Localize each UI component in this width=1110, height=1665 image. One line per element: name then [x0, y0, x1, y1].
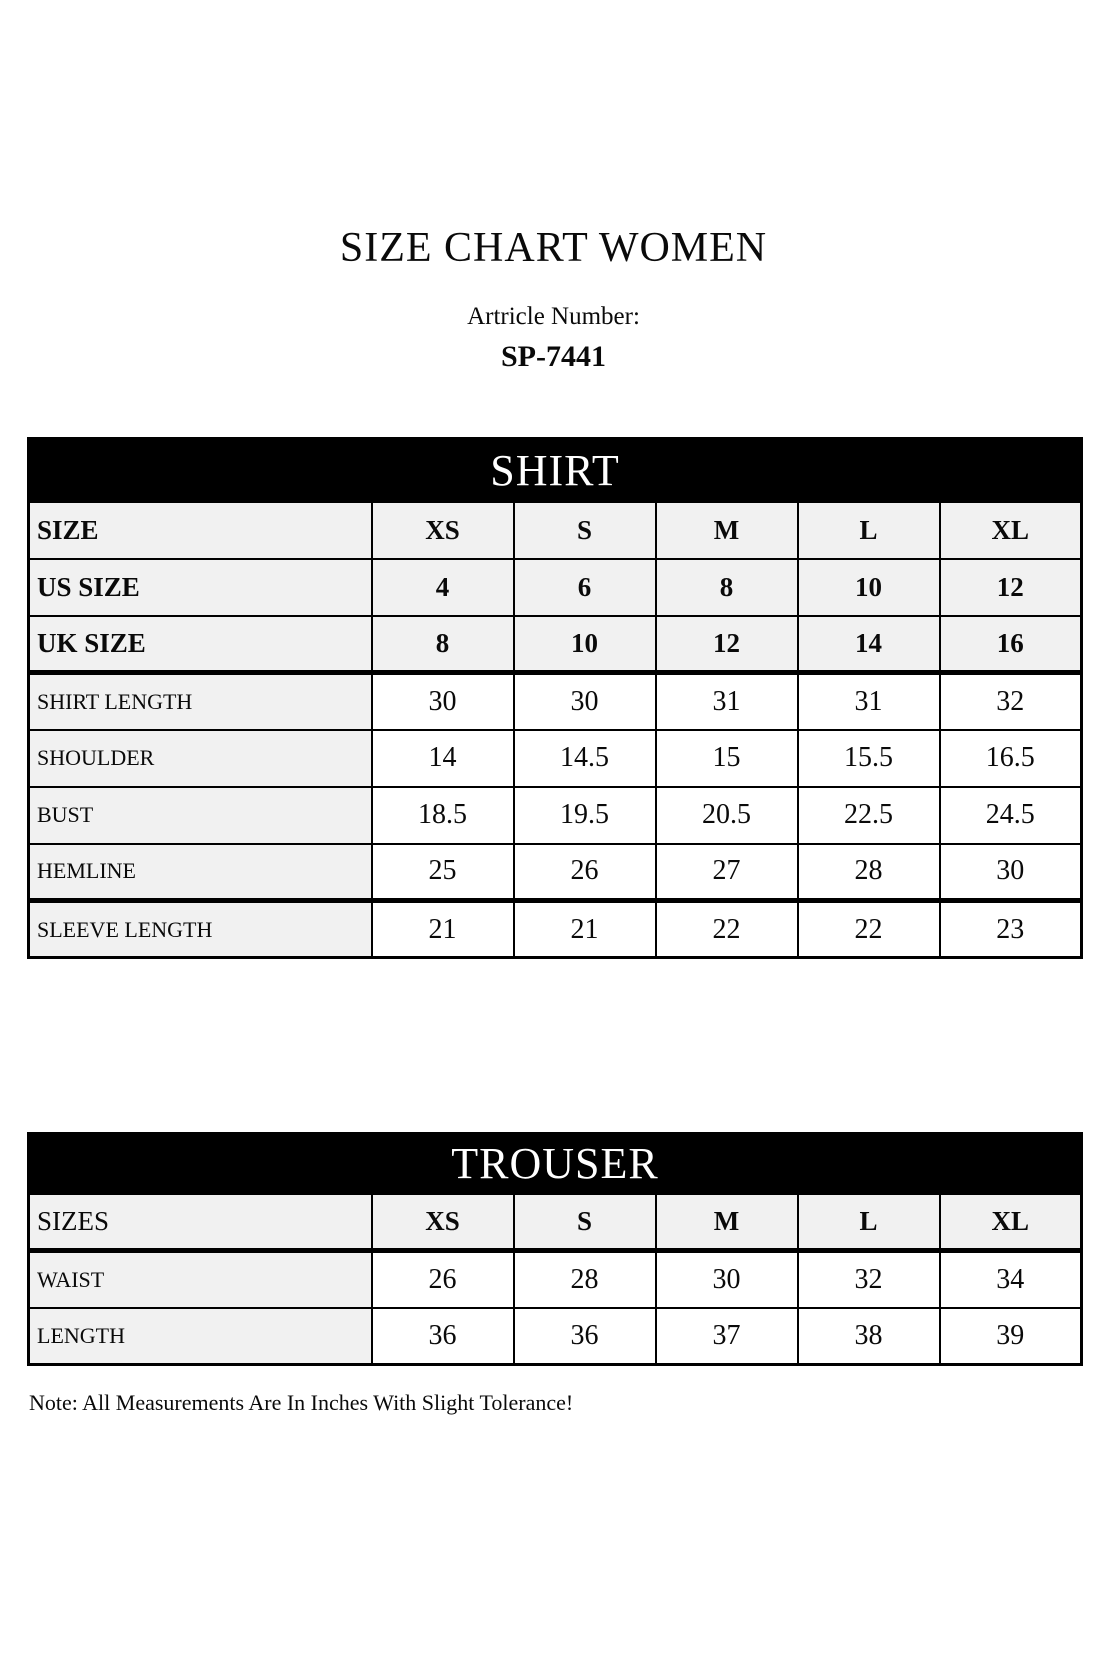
cell-value: XL: [938, 1192, 1083, 1253]
cell-value: 39: [938, 1306, 1083, 1366]
cell-value: 27: [654, 842, 799, 903]
cell-value: 23: [938, 899, 1083, 959]
cell-value: 14: [796, 614, 941, 675]
cell-value: 36: [512, 1306, 657, 1366]
cell-value: 34: [938, 1249, 1083, 1309]
row-label: SHOULDER: [27, 728, 373, 788]
article-number-value: SP-7441: [501, 340, 606, 373]
cell-value: S: [512, 500, 657, 560]
cell-value: 12: [654, 614, 799, 675]
cell-value: 22.5: [796, 785, 941, 845]
cell-value: M: [654, 500, 799, 560]
row-label: SHIRT LENGTH: [27, 671, 373, 731]
row-label: BUST: [27, 785, 373, 845]
cell-value: 30: [654, 1249, 799, 1309]
cell-value: 21: [512, 899, 657, 959]
shirt-table-title-row: SHIRT: [28, 438, 1082, 502]
cell-value: 30: [370, 671, 515, 731]
cell-value: 15.5: [796, 728, 941, 788]
row-label: SLEEVE LENGTH: [27, 899, 373, 959]
cell-value: 25: [370, 842, 515, 903]
cell-value: 14: [370, 728, 515, 788]
cell-value: 22: [796, 899, 941, 959]
cell-value: 26: [512, 842, 657, 903]
table-row: SHIRT LENGTH 30 30 31 31 32: [27, 671, 1083, 731]
table-row: SIZE XS S M L XL: [27, 500, 1083, 560]
cell-value: 32: [796, 1249, 941, 1309]
cell-value: 16: [938, 614, 1083, 675]
table-row: BUST 18.5 19.5 20.5 22.5 24.5: [27, 785, 1083, 845]
table-row: WAIST 26 28 30 32 34: [27, 1249, 1083, 1309]
page-title: SIZE CHART WOMEN: [339, 225, 768, 271]
cell-value: L: [796, 500, 941, 560]
cell-value: 4: [370, 557, 515, 617]
cell-value: XS: [370, 500, 515, 560]
cell-value: 14.5: [512, 728, 657, 788]
cell-value: 26: [370, 1249, 515, 1309]
cell-value: 31: [796, 671, 941, 731]
cell-value: 8: [370, 614, 515, 675]
shirt-table-section: SHIRT SIZE XS S M L XL US SIZE 4 6 8 10 12 UK SIZE 8 1…: [27, 437, 1084, 959]
cell-value: 28: [796, 842, 941, 903]
trouser-size-table: TROUSER SIZES XS S M L XL WAIST 26 28 30 32 34 LENGT…: [27, 1132, 1084, 1366]
cell-value: 16.5: [938, 728, 1083, 788]
cell-value: 20.5: [654, 785, 799, 845]
row-label: UK SIZE: [27, 614, 373, 675]
row-label: US SIZE: [27, 557, 373, 617]
cell-value: 28: [512, 1249, 657, 1309]
shirt-table-body: SIZE XS S M L XL US SIZE 4 6 8 10 12 UK SIZE 8 10 12 14 1…: [27, 500, 1083, 959]
table-row: SLEEVE LENGTH 21 21 22 22 23: [27, 899, 1083, 959]
cell-value: M: [654, 1192, 799, 1253]
cell-value: S: [512, 1192, 657, 1253]
cell-value: 6: [512, 557, 657, 617]
table-row: UK SIZE 8 10 12 14 16: [27, 614, 1083, 675]
trouser-table-title-row: TROUSER: [28, 1133, 1082, 1194]
shirt-table-title: SHIRT: [28, 438, 1082, 502]
cell-value: XL: [938, 500, 1083, 560]
table-row: LENGTH 36 36 37 38 39: [27, 1306, 1083, 1366]
table-row: HEMLINE 25 26 27 28 30: [27, 842, 1083, 903]
trouser-table-body: SIZES XS S M L XL WAIST 26 28 30 32 34 LENGTH 36 36 37 3…: [27, 1192, 1083, 1366]
cell-value: 12: [938, 557, 1083, 617]
cell-value: 10: [512, 614, 657, 675]
cell-value: 30: [938, 842, 1083, 903]
article-number-label: Artricle Number:: [467, 303, 640, 330]
row-label: SIZE: [27, 500, 373, 560]
cell-value: XS: [370, 1192, 515, 1253]
cell-value: 32: [938, 671, 1083, 731]
cell-value: 31: [654, 671, 799, 731]
table-row: US SIZE 4 6 8 10 12: [27, 557, 1083, 617]
trouser-table-title: TROUSER: [28, 1133, 1082, 1194]
shirt-size-table: SHIRT SIZE XS S M L XL US SIZE 4 6 8 10 12 UK SIZE 8 1…: [27, 437, 1084, 959]
cell-value: 36: [370, 1306, 515, 1366]
cell-value: 38: [796, 1306, 941, 1366]
table-row: SHOULDER 14 14.5 15 15.5 16.5: [27, 728, 1083, 788]
row-label: LENGTH: [27, 1306, 373, 1366]
cell-value: 24.5: [938, 785, 1083, 845]
cell-value: 37: [654, 1306, 799, 1366]
table-row: SIZES XS S M L XL: [27, 1192, 1083, 1253]
cell-value: 21: [370, 899, 515, 959]
measurements-note: Note: All Measurements Are In Inches Wit…: [29, 1390, 574, 1415]
row-label: SIZES: [27, 1192, 373, 1253]
cell-value: 18.5: [370, 785, 515, 845]
cell-value: L: [796, 1192, 941, 1253]
row-label: HEMLINE: [27, 842, 373, 903]
cell-value: 10: [796, 557, 941, 617]
cell-value: 19.5: [512, 785, 657, 845]
cell-value: 30: [512, 671, 657, 731]
cell-value: 22: [654, 899, 799, 959]
trouser-table-section: TROUSER SIZES XS S M L XL WAIST 26 28 30 32 34 LENGT…: [27, 1132, 1084, 1366]
cell-value: 15: [654, 728, 799, 788]
cell-value: 8: [654, 557, 799, 617]
row-label: WAIST: [27, 1249, 373, 1309]
